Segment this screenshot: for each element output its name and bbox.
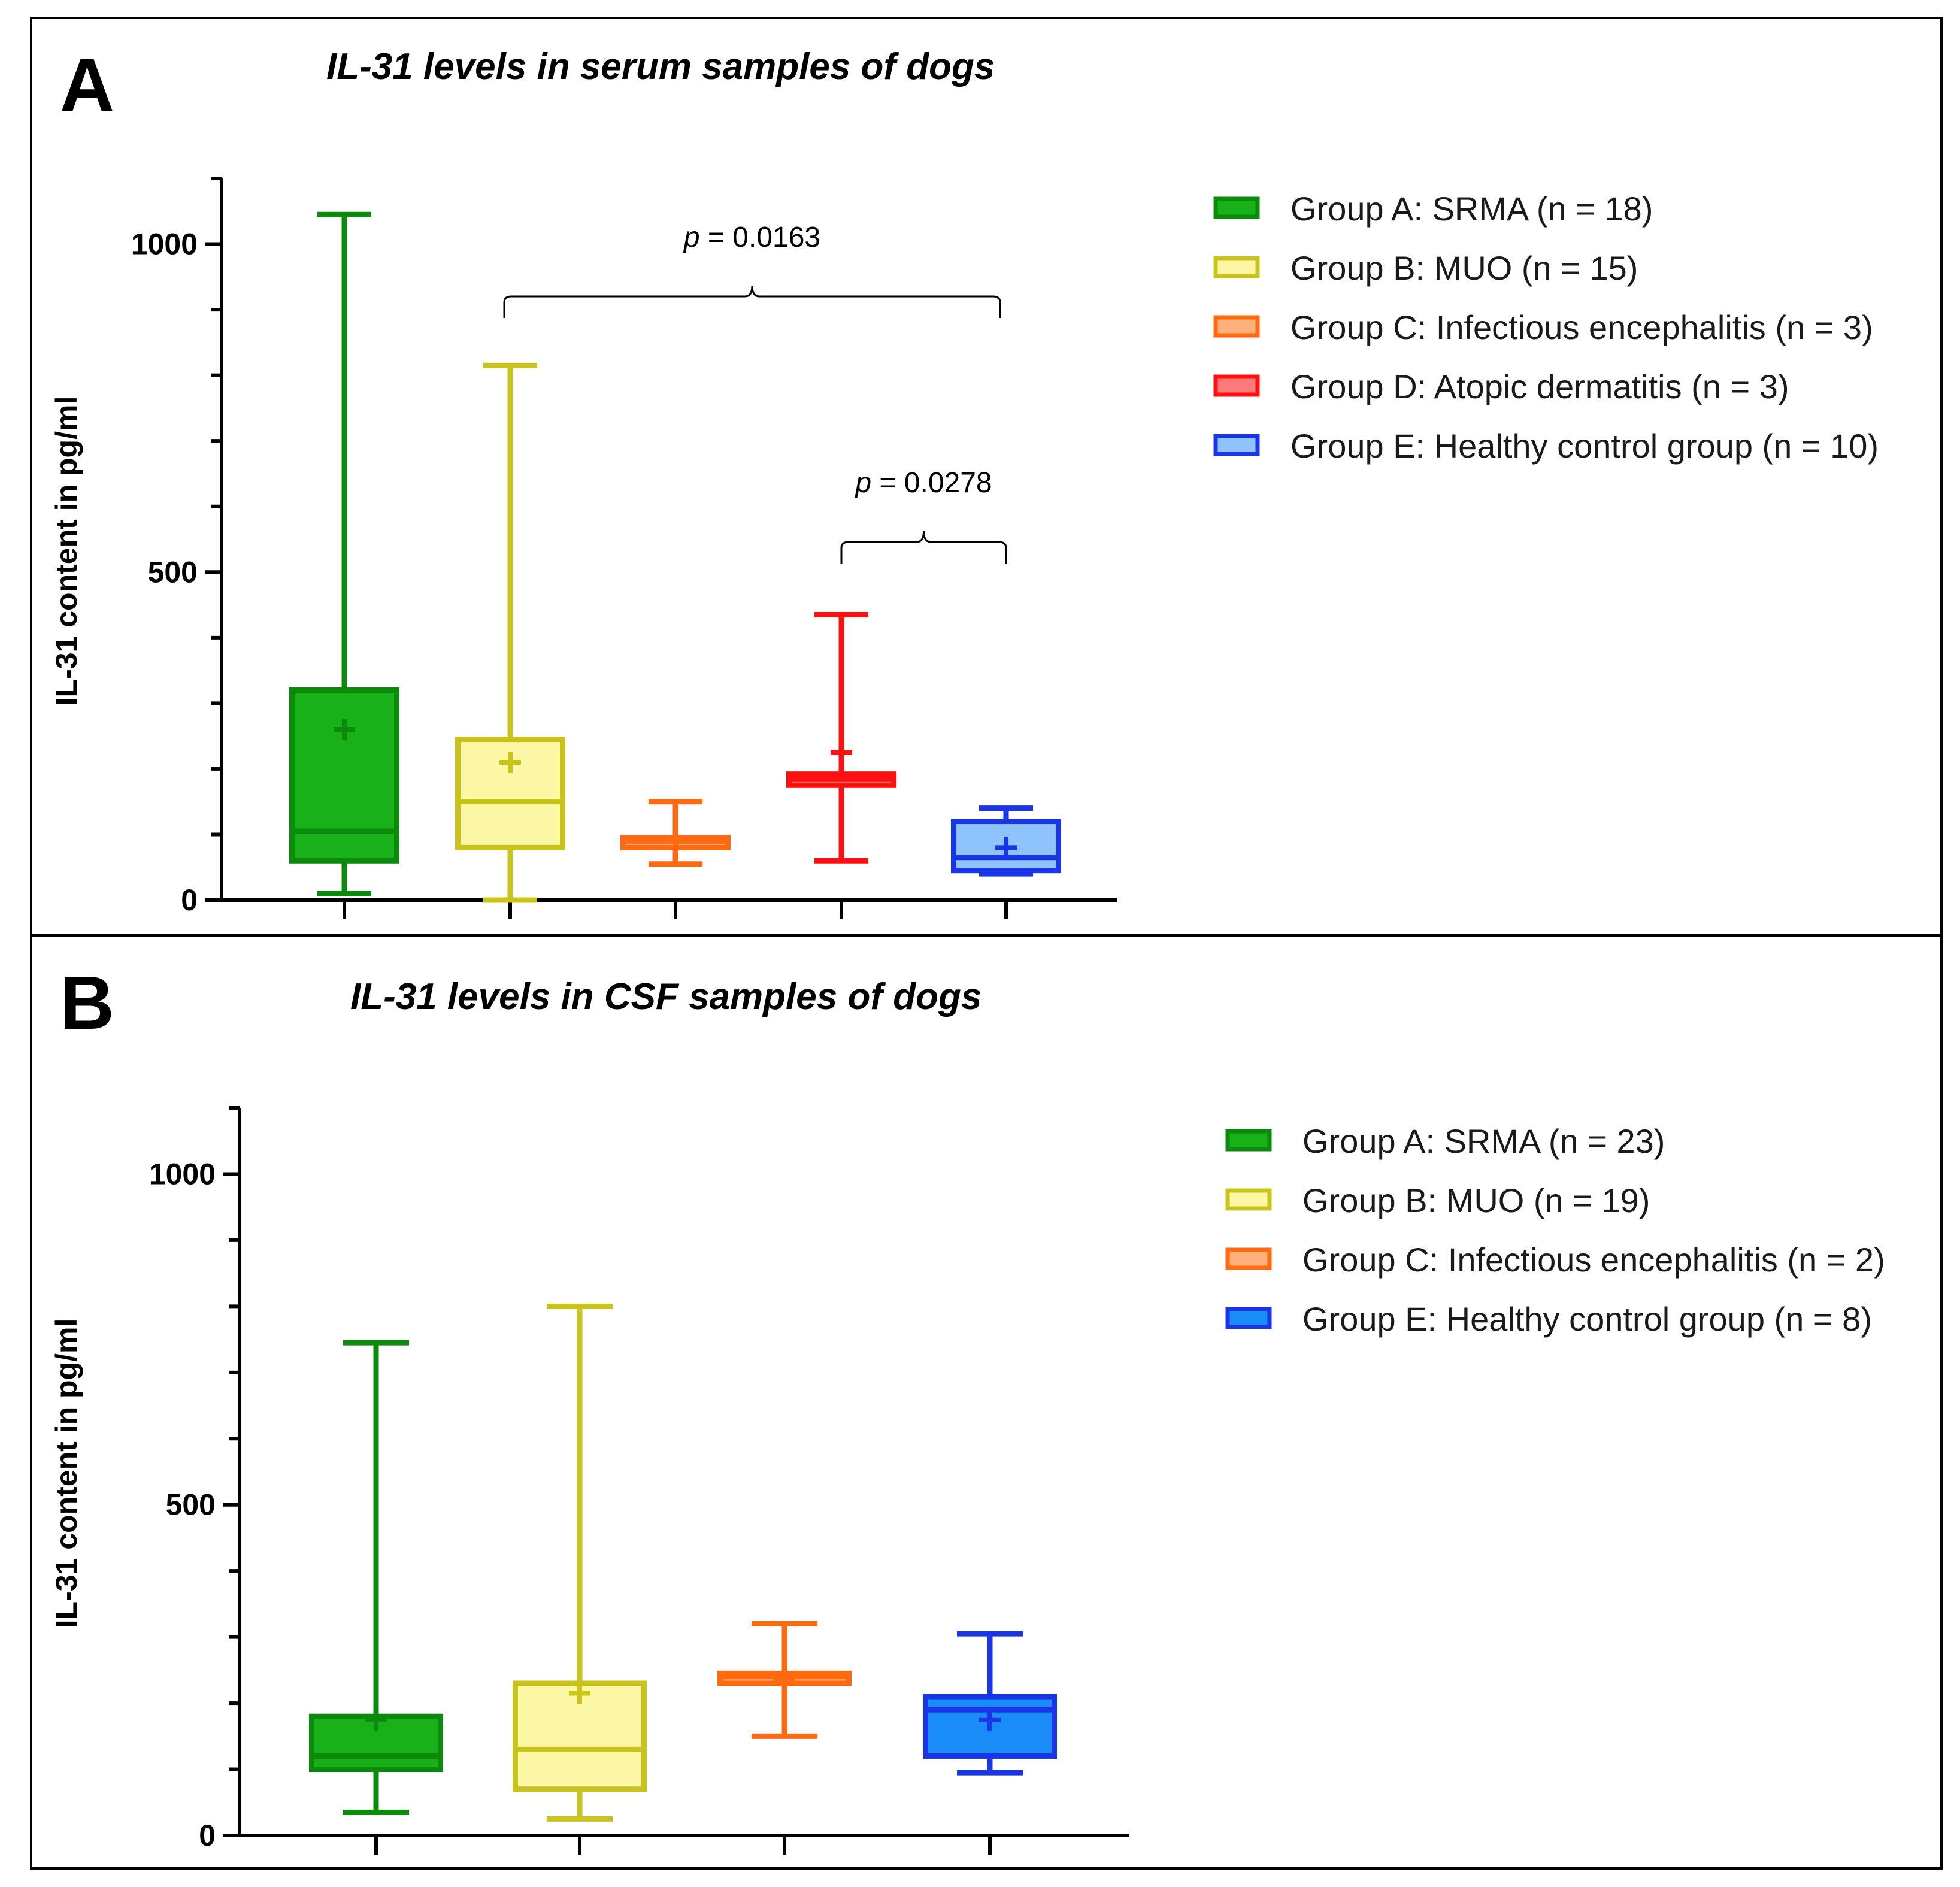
panel-a-plot: 0 500 1000 (131, 177, 1117, 919)
legend-label: Group B: MUO (n = 19) (1302, 1182, 1650, 1219)
legend-swatch (1213, 315, 1260, 338)
p-value: = 0.0163 (700, 222, 821, 253)
legend-item: Group E: Healthy control group (n = 10) (1213, 427, 1879, 465)
box-plot-group (455, 362, 565, 903)
panel-b-letter: B (60, 961, 114, 1045)
legend-swatch (1213, 256, 1260, 278)
significance-bracket (840, 531, 1007, 564)
panel-b-frame (30, 934, 1943, 1870)
panel-b-legend: Group A: SRMA (n = 23) Group B: MUO (n = … (1225, 1122, 1885, 1338)
y-tick-label: 500 (148, 555, 198, 589)
legend-item: Group C: Infectious encephalitis (n = 3) (1213, 308, 1873, 346)
legend-swatch (1213, 374, 1260, 397)
legend-label: Group D: Atopic dermatitis (n = 3) (1290, 368, 1789, 405)
significance-bracket (503, 285, 1001, 318)
legend-item: Group D: Atopic dermatitis (n = 3) (1213, 368, 1789, 405)
legend-item: Group A: SRMA (n = 23) (1225, 1122, 1665, 1160)
panel-b: B IL-31 levels in CSF samples of dogs IL… (30, 934, 1943, 1870)
p-symbol: p (683, 222, 700, 253)
legend-label: Group B: MUO (n = 15) (1290, 249, 1638, 287)
p-symbol: p (854, 467, 871, 499)
box-plot-group (717, 1621, 852, 1739)
legend-label: Group E: Healthy control group (n = 10) (1290, 427, 1879, 465)
panel-a-title: IL-31 levels in serum samples of dogs (326, 46, 995, 87)
iqr-box (289, 687, 399, 864)
box-plot-group (289, 211, 399, 896)
y-tick-label: 0 (199, 1819, 216, 1852)
panel-b-title: IL-31 levels in CSF samples of dogs (350, 976, 981, 1017)
p-value-label: p = 0.0278 (854, 467, 992, 499)
panel-b-y-axis-label: IL-31 content in pg/ml (50, 1319, 83, 1628)
y-tick-label: 1000 (131, 228, 198, 261)
legend-item: Group C: Infectious encephalitis (n = 2) (1225, 1241, 1885, 1279)
y-tick-label: 500 (166, 1488, 216, 1522)
legend-label: Group A: SRMA (n = 18) (1290, 190, 1653, 228)
box-plot-group (951, 805, 1061, 877)
legend-swatch (1225, 1307, 1272, 1329)
panel-a-y-axis-label: IL-31 content in pg/ml (50, 396, 83, 706)
box-plot-group (786, 611, 896, 864)
box-plot-group (923, 1631, 1057, 1776)
y-tick-label: 0 (181, 883, 198, 917)
box-plot-group (309, 1340, 443, 1815)
legend-label: Group A: SRMA (n = 23) (1302, 1122, 1665, 1160)
box-plot-group (513, 1303, 647, 1822)
panel-a-legend: Group A: SRMA (n = 18) Group B: MUO (n = … (1213, 190, 1879, 465)
panel-b-plot: 0 500 1000 (149, 1106, 1129, 1855)
panel-a: A IL-31 levels in serum samples of dogs … (30, 17, 1943, 937)
legend-label: Group C: Infectious encephalitis (n = 3) (1290, 308, 1873, 346)
panel-a-letter: A (60, 43, 114, 127)
legend-item: Group B: MUO (n = 19) (1225, 1182, 1650, 1219)
y-tick-label: 1000 (149, 1157, 216, 1191)
legend-label: Group C: Infectious encephalitis (n = 2) (1302, 1241, 1885, 1279)
legend-swatch (1213, 196, 1260, 219)
box-plot-group (620, 799, 731, 867)
p-value-label: p = 0.0163 (683, 222, 820, 253)
legend-label: Group E: Healthy control group (n = 8) (1302, 1300, 1872, 1338)
legend-swatch (1225, 1129, 1272, 1152)
p-value: = 0.0278 (871, 467, 992, 499)
legend-item: Group B: MUO (n = 15) (1213, 249, 1638, 287)
legend-swatch (1225, 1188, 1272, 1211)
legend-swatch (1225, 1247, 1272, 1270)
legend-swatch (1213, 434, 1260, 456)
legend-item: Group E: Healthy control group (n = 8) (1225, 1300, 1872, 1338)
legend-item: Group A: SRMA (n = 18) (1213, 190, 1653, 228)
